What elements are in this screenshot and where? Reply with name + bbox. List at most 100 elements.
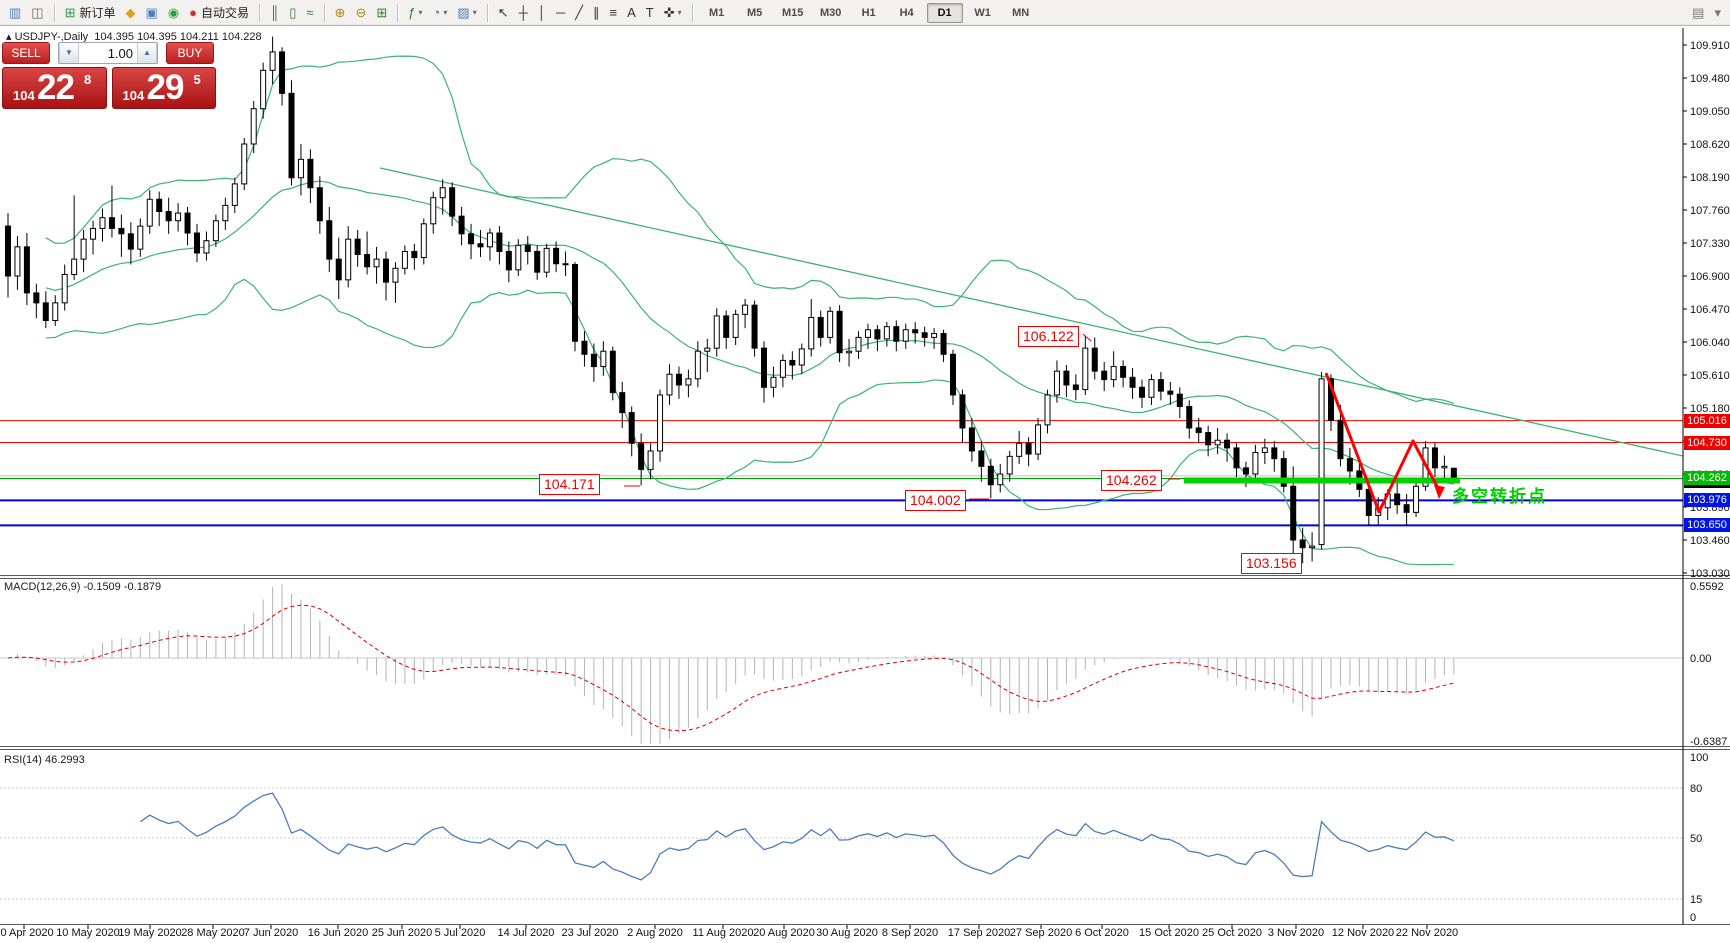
bar-chart-type-button[interactable]: ║: [265, 2, 284, 24]
channel-button[interactable]: ∥: [588, 2, 605, 24]
candle-body: [156, 198, 163, 213]
support-zone-bar[interactable]: [1184, 477, 1460, 484]
bid-price-button[interactable]: 104 22 8: [2, 67, 107, 109]
candle-body: [1394, 493, 1401, 506]
price-callout-104.002[interactable]: 104.002: [905, 490, 966, 511]
arrows-button[interactable]: ✜ ▾: [659, 2, 687, 24]
candle-body: [354, 238, 361, 256]
price-axis-label: 109.480: [1690, 73, 1730, 85]
candle-body: [1044, 394, 1051, 426]
periods-button[interactable]: ◔ ▾: [428, 2, 453, 24]
text-button[interactable]: A: [622, 2, 641, 24]
candle-body: [231, 183, 238, 206]
price-axis-label: 103.890: [1690, 502, 1730, 514]
candle-body: [1290, 485, 1297, 541]
ask-price-button[interactable]: 104 29 5: [111, 67, 216, 109]
timeframe-button-m5[interactable]: M5: [747, 6, 763, 19]
candle-body: [194, 232, 200, 254]
trendline-button[interactable]: ╱: [570, 2, 588, 24]
candle-body: [1167, 390, 1174, 395]
price-callout-106.122[interactable]: 106.122: [1018, 326, 1079, 347]
candle-body: [864, 329, 871, 338]
descending-trendline[interactable]: [379, 167, 1683, 457]
candle-body: [638, 442, 645, 470]
timeframe-button-mn[interactable]: MN: [1012, 6, 1030, 19]
candle-body: [1271, 447, 1278, 460]
crosshair-button[interactable]: ┼: [514, 2, 533, 24]
date-axis-label: 6 Oct 2020: [1075, 927, 1129, 939]
volume-decrease-button[interactable]: ▼: [59, 43, 79, 63]
cursor-button[interactable]: ↖: [493, 2, 514, 24]
candle-body: [203, 240, 210, 254]
horizontal-line-button[interactable]: ─: [551, 2, 570, 24]
candle-body: [80, 238, 87, 260]
periods-icon: ◔: [432, 5, 441, 20]
text-label-button[interactable]: T: [641, 2, 659, 24]
timeframe-button-m1[interactable]: M1: [709, 6, 725, 19]
tick-chart-button[interactable]: ◫: [26, 2, 48, 24]
candle-body: [127, 233, 134, 250]
timeframe-button-w1[interactable]: W1: [974, 6, 991, 19]
toolbar-extra-icon-1[interactable]: ▤: [1687, 2, 1709, 24]
volume-increase-button[interactable]: ▲: [137, 43, 157, 63]
candle-body: [1148, 379, 1155, 398]
bid-prefix: 104: [13, 88, 35, 103]
tile-windows-button[interactable]: ⊞: [371, 2, 392, 24]
candle-body: [279, 51, 286, 94]
date-axis-label: 22 Nov 2020: [1396, 927, 1458, 939]
candle-body: [1337, 419, 1344, 460]
templates-button[interactable]: ▨ ▾: [452, 2, 481, 24]
bollinger-middle-band: [45, 180, 1454, 485]
candle-body: [959, 394, 966, 429]
price-callout-103.156[interactable]: 103.156: [1241, 553, 1302, 574]
timeframe-button-h1[interactable]: H1: [861, 6, 876, 19]
symbol-ohlc-readout: ▴ USDJPY-,Daily 104.395 104.395 104.211 …: [6, 31, 262, 43]
macd-pane[interactable]: [0, 584, 1683, 744]
candle-body: [165, 211, 172, 222]
line-chart-type-button[interactable]: ≈: [301, 2, 318, 24]
main-price-pane[interactable]: [0, 36, 1683, 566]
signals-button[interactable]: ◉: [163, 2, 184, 24]
candle-body: [486, 232, 493, 248]
price-callout-104.171[interactable]: 104.171: [539, 474, 600, 495]
toolbar-extra-icon-2[interactable]: ▾: [1709, 2, 1726, 24]
bar-chart-type-icon: ║: [270, 5, 280, 20]
new-order-button[interactable]: ⊞ 新订单: [60, 2, 121, 24]
candlestick-type-button[interactable]: ▯: [284, 2, 301, 24]
eraser-button[interactable]: ◆: [121, 2, 141, 24]
sell-button[interactable]: SELL: [2, 42, 50, 64]
tick-chart-icon: ◫: [31, 5, 44, 20]
auto-trading-button[interactable]: ● 自动交易: [184, 2, 254, 24]
candle-body: [742, 304, 749, 315]
candle-body: [61, 273, 68, 304]
zoom-out-button[interactable]: ⊖: [350, 2, 371, 24]
turning-point-annotation[interactable]: 多空转折点: [1452, 487, 1547, 506]
expert-advisor-button[interactable]: ▣: [141, 2, 163, 24]
timeframe-button-h4[interactable]: H4: [899, 6, 914, 19]
vertical-line-button[interactable]: │: [533, 2, 551, 24]
candle-body: [950, 353, 956, 396]
one-click-trade-panel: SELL ▼ ▲ BUY 104 22 8 104 29 5: [2, 42, 216, 109]
indicators-button[interactable]: ƒ ▾: [403, 2, 427, 24]
volume-input[interactable]: [79, 43, 137, 63]
candle-body: [940, 333, 947, 355]
date-axis-label: 25 Jun 2020: [372, 927, 433, 939]
timeframe-button-d1[interactable]: D1: [926, 2, 963, 23]
fibonacci-icon: ≡: [609, 5, 618, 20]
red-zigzag-arrow[interactable]: [1324, 372, 1442, 514]
buy-button[interactable]: BUY: [166, 42, 214, 64]
candle-body: [1318, 378, 1325, 546]
rsi-pane[interactable]: [0, 787, 1683, 900]
zoom-in-button[interactable]: ⊕: [330, 2, 351, 24]
timeframe-button-m30[interactable]: M30: [819, 6, 842, 19]
new-order-icon: ⊞: [64, 5, 76, 20]
price-callout-104.262[interactable]: 104.262: [1101, 470, 1162, 491]
chart-window-button[interactable]: ▥: [4, 2, 26, 24]
fibonacci-button[interactable]: ≡: [605, 2, 623, 24]
candle-body: [1403, 504, 1410, 513]
timeframe-button-m15[interactable]: M15: [781, 6, 804, 19]
candle-body: [893, 326, 900, 342]
price-axis-label: 107.330: [1690, 238, 1730, 250]
chevron-down-icon: ▾: [472, 8, 477, 17]
